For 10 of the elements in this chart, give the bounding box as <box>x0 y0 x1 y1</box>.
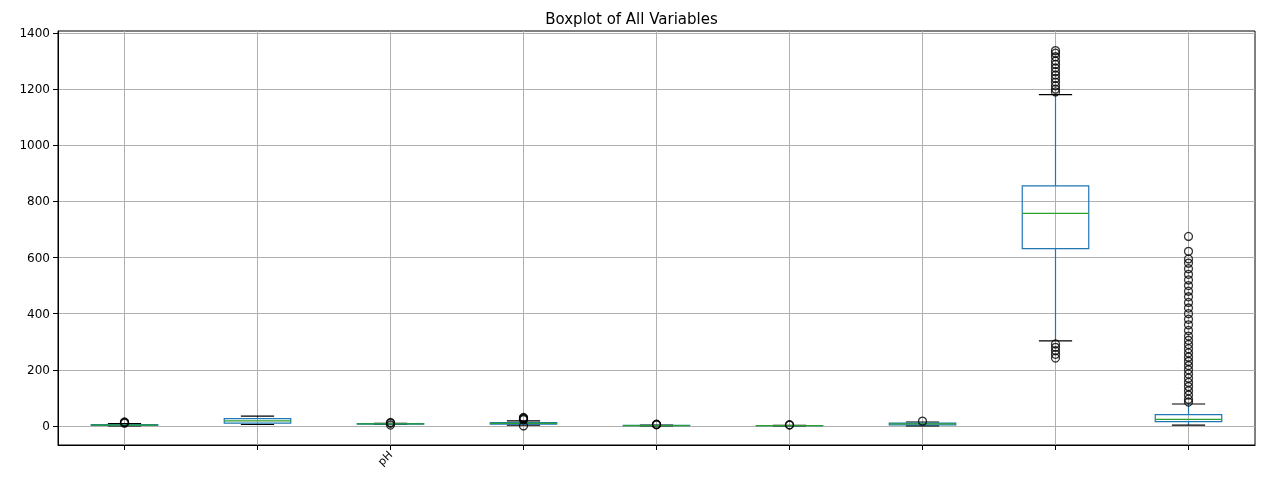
y-tick-label: 0 <box>42 418 50 433</box>
y-tick-label: 400 <box>27 306 50 321</box>
y-tick-label: 200 <box>27 362 50 377</box>
y-tick-label: 600 <box>27 250 50 265</box>
y-tick-label: 800 <box>27 194 50 209</box>
y-tick-label: 1400 <box>19 25 50 40</box>
chart-title: Boxplot of All Variables <box>545 9 718 28</box>
y-tick-label: 1000 <box>19 138 50 153</box>
x-tick-label: pH <box>375 448 396 469</box>
y-tick-label: 1200 <box>19 82 50 97</box>
